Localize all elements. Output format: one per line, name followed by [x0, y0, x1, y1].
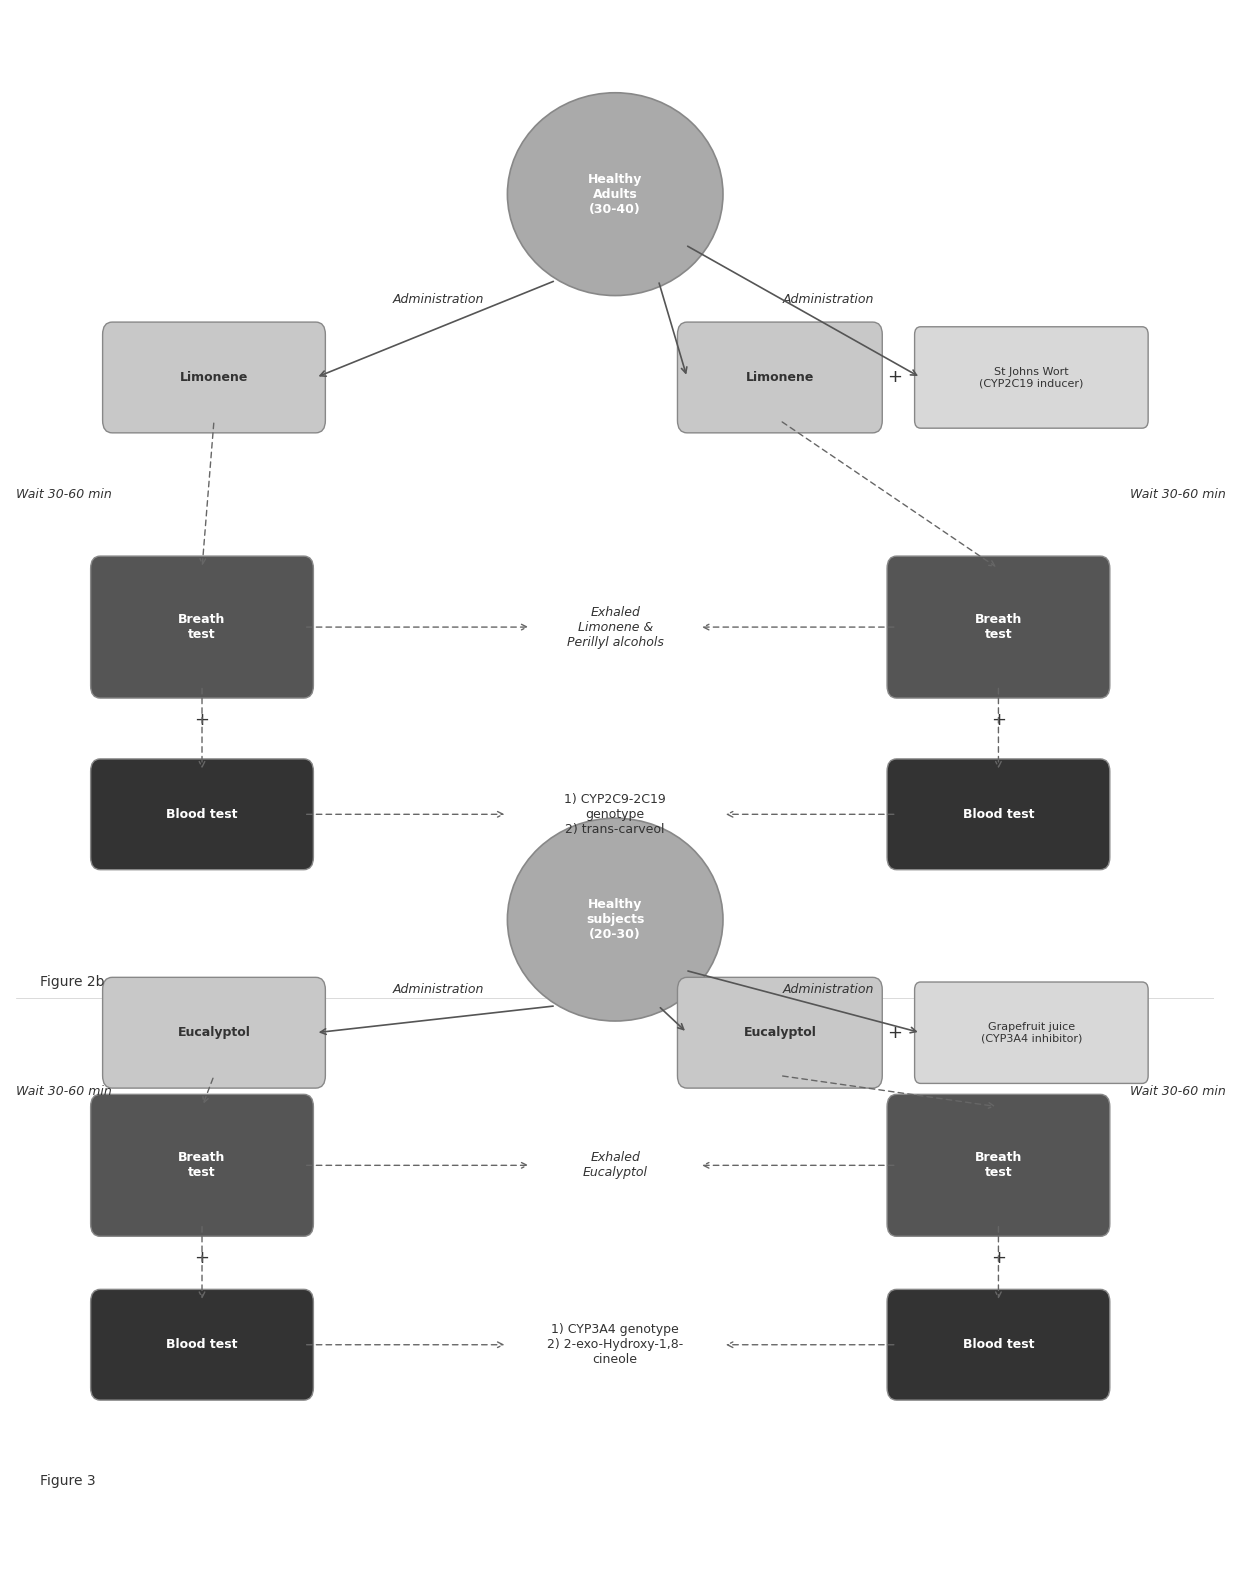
Text: Administration: Administration — [782, 293, 874, 305]
Ellipse shape — [507, 818, 723, 1022]
FancyBboxPatch shape — [103, 323, 325, 433]
Text: Administration: Administration — [782, 984, 874, 996]
FancyBboxPatch shape — [677, 323, 883, 433]
FancyBboxPatch shape — [91, 556, 314, 699]
Text: Limonene: Limonene — [745, 371, 813, 384]
Text: Grapefruit juice
(CYP3A4 inhibitor): Grapefruit juice (CYP3A4 inhibitor) — [981, 1022, 1083, 1044]
Text: Blood test: Blood test — [166, 807, 238, 820]
Text: Exhaled
Eucalyptol: Exhaled Eucalyptol — [583, 1151, 647, 1179]
Text: +: + — [887, 368, 901, 387]
Text: +: + — [991, 711, 1006, 729]
Ellipse shape — [507, 93, 723, 296]
Text: Breath
test: Breath test — [179, 614, 226, 641]
Text: +: + — [887, 1023, 901, 1042]
Text: Breath
test: Breath test — [179, 1151, 226, 1179]
Text: Blood test: Blood test — [962, 807, 1034, 820]
Text: +: + — [195, 711, 210, 729]
Text: Healthy
subjects
(20-30): Healthy subjects (20-30) — [587, 899, 645, 941]
FancyBboxPatch shape — [91, 1094, 314, 1236]
Text: Breath
test: Breath test — [975, 1151, 1022, 1179]
Text: 1) CYP3A4 genotype
2) 2-exo-Hydroxy-1,8-
cineole: 1) CYP3A4 genotype 2) 2-exo-Hydroxy-1,8-… — [547, 1324, 683, 1366]
Text: Blood test: Blood test — [166, 1338, 238, 1350]
Text: Eucalyptol: Eucalyptol — [744, 1026, 816, 1039]
FancyBboxPatch shape — [103, 977, 325, 1088]
FancyBboxPatch shape — [91, 759, 314, 870]
FancyBboxPatch shape — [887, 1289, 1110, 1401]
Text: Wait 30-60 min: Wait 30-60 min — [16, 488, 112, 501]
Text: Administration: Administration — [393, 293, 485, 305]
Text: Wait 30-60 min: Wait 30-60 min — [1130, 488, 1226, 501]
FancyBboxPatch shape — [887, 1094, 1110, 1236]
Text: Wait 30-60 min: Wait 30-60 min — [1130, 1084, 1226, 1097]
Text: Figure 3: Figure 3 — [41, 1475, 95, 1489]
Text: Blood test: Blood test — [962, 1338, 1034, 1350]
Text: Healthy
Adults
(30-40): Healthy Adults (30-40) — [588, 173, 642, 216]
FancyBboxPatch shape — [915, 327, 1148, 428]
FancyBboxPatch shape — [887, 556, 1110, 699]
Text: +: + — [991, 1250, 1006, 1267]
FancyBboxPatch shape — [887, 759, 1110, 870]
Text: St Johns Wort
(CYP2C19 inducer): St Johns Wort (CYP2C19 inducer) — [980, 367, 1084, 389]
Text: Limonene: Limonene — [180, 371, 248, 384]
Text: Eucalyptol: Eucalyptol — [177, 1026, 250, 1039]
Text: Breath
test: Breath test — [975, 614, 1022, 641]
Text: Administration: Administration — [393, 984, 485, 996]
FancyBboxPatch shape — [677, 977, 883, 1088]
Text: Wait 30-60 min: Wait 30-60 min — [16, 1084, 112, 1097]
FancyBboxPatch shape — [91, 1289, 314, 1401]
Text: Exhaled
Limonene &
Perillyl alcohols: Exhaled Limonene & Perillyl alcohols — [567, 606, 663, 648]
Text: Figure 2b: Figure 2b — [41, 974, 105, 988]
Text: 1) CYP2C9-2C19
genotype
2) trans-carveol: 1) CYP2C9-2C19 genotype 2) trans-carveol — [564, 793, 666, 836]
Text: +: + — [195, 1250, 210, 1267]
FancyBboxPatch shape — [915, 982, 1148, 1083]
